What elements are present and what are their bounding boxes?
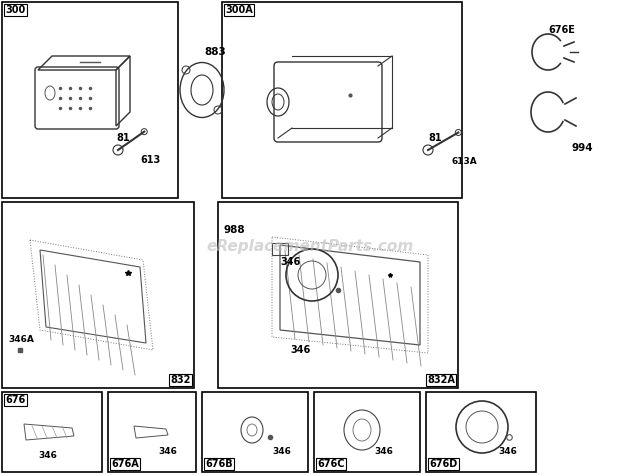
Bar <box>2 392 102 472</box>
Text: 346: 346 <box>272 447 291 456</box>
Text: 346A: 346A <box>8 335 34 344</box>
Text: 832A: 832A <box>427 375 455 385</box>
Bar <box>2 202 194 388</box>
Bar <box>2 2 178 198</box>
Text: 613: 613 <box>140 155 160 165</box>
Text: 676E: 676E <box>548 25 575 35</box>
Text: 346: 346 <box>38 450 57 459</box>
Text: 676D: 676D <box>429 459 458 469</box>
Text: 676: 676 <box>5 395 25 405</box>
Text: 346: 346 <box>498 447 517 456</box>
Bar <box>272 243 288 255</box>
Text: 346: 346 <box>290 345 310 355</box>
Text: 676C: 676C <box>317 459 345 469</box>
Text: 346: 346 <box>374 447 393 456</box>
Text: 832: 832 <box>170 375 191 385</box>
Text: 81: 81 <box>116 133 130 143</box>
Text: 883: 883 <box>204 47 226 57</box>
Bar <box>426 392 536 472</box>
Text: 994: 994 <box>572 143 593 153</box>
Text: 300: 300 <box>5 5 25 15</box>
Text: 613A: 613A <box>452 158 478 167</box>
Bar <box>222 2 462 198</box>
Text: eReplacementParts.com: eReplacementParts.com <box>206 239 414 255</box>
Text: 988: 988 <box>224 225 246 235</box>
Bar <box>202 392 308 472</box>
Text: 81: 81 <box>428 133 441 143</box>
Bar <box>218 202 458 388</box>
Text: 676A: 676A <box>111 459 139 469</box>
Bar <box>108 392 196 472</box>
Text: 300A: 300A <box>225 5 253 15</box>
Text: 346: 346 <box>280 257 300 267</box>
Bar <box>314 392 420 472</box>
Text: 346: 346 <box>158 447 177 456</box>
Text: 676B: 676B <box>205 459 232 469</box>
